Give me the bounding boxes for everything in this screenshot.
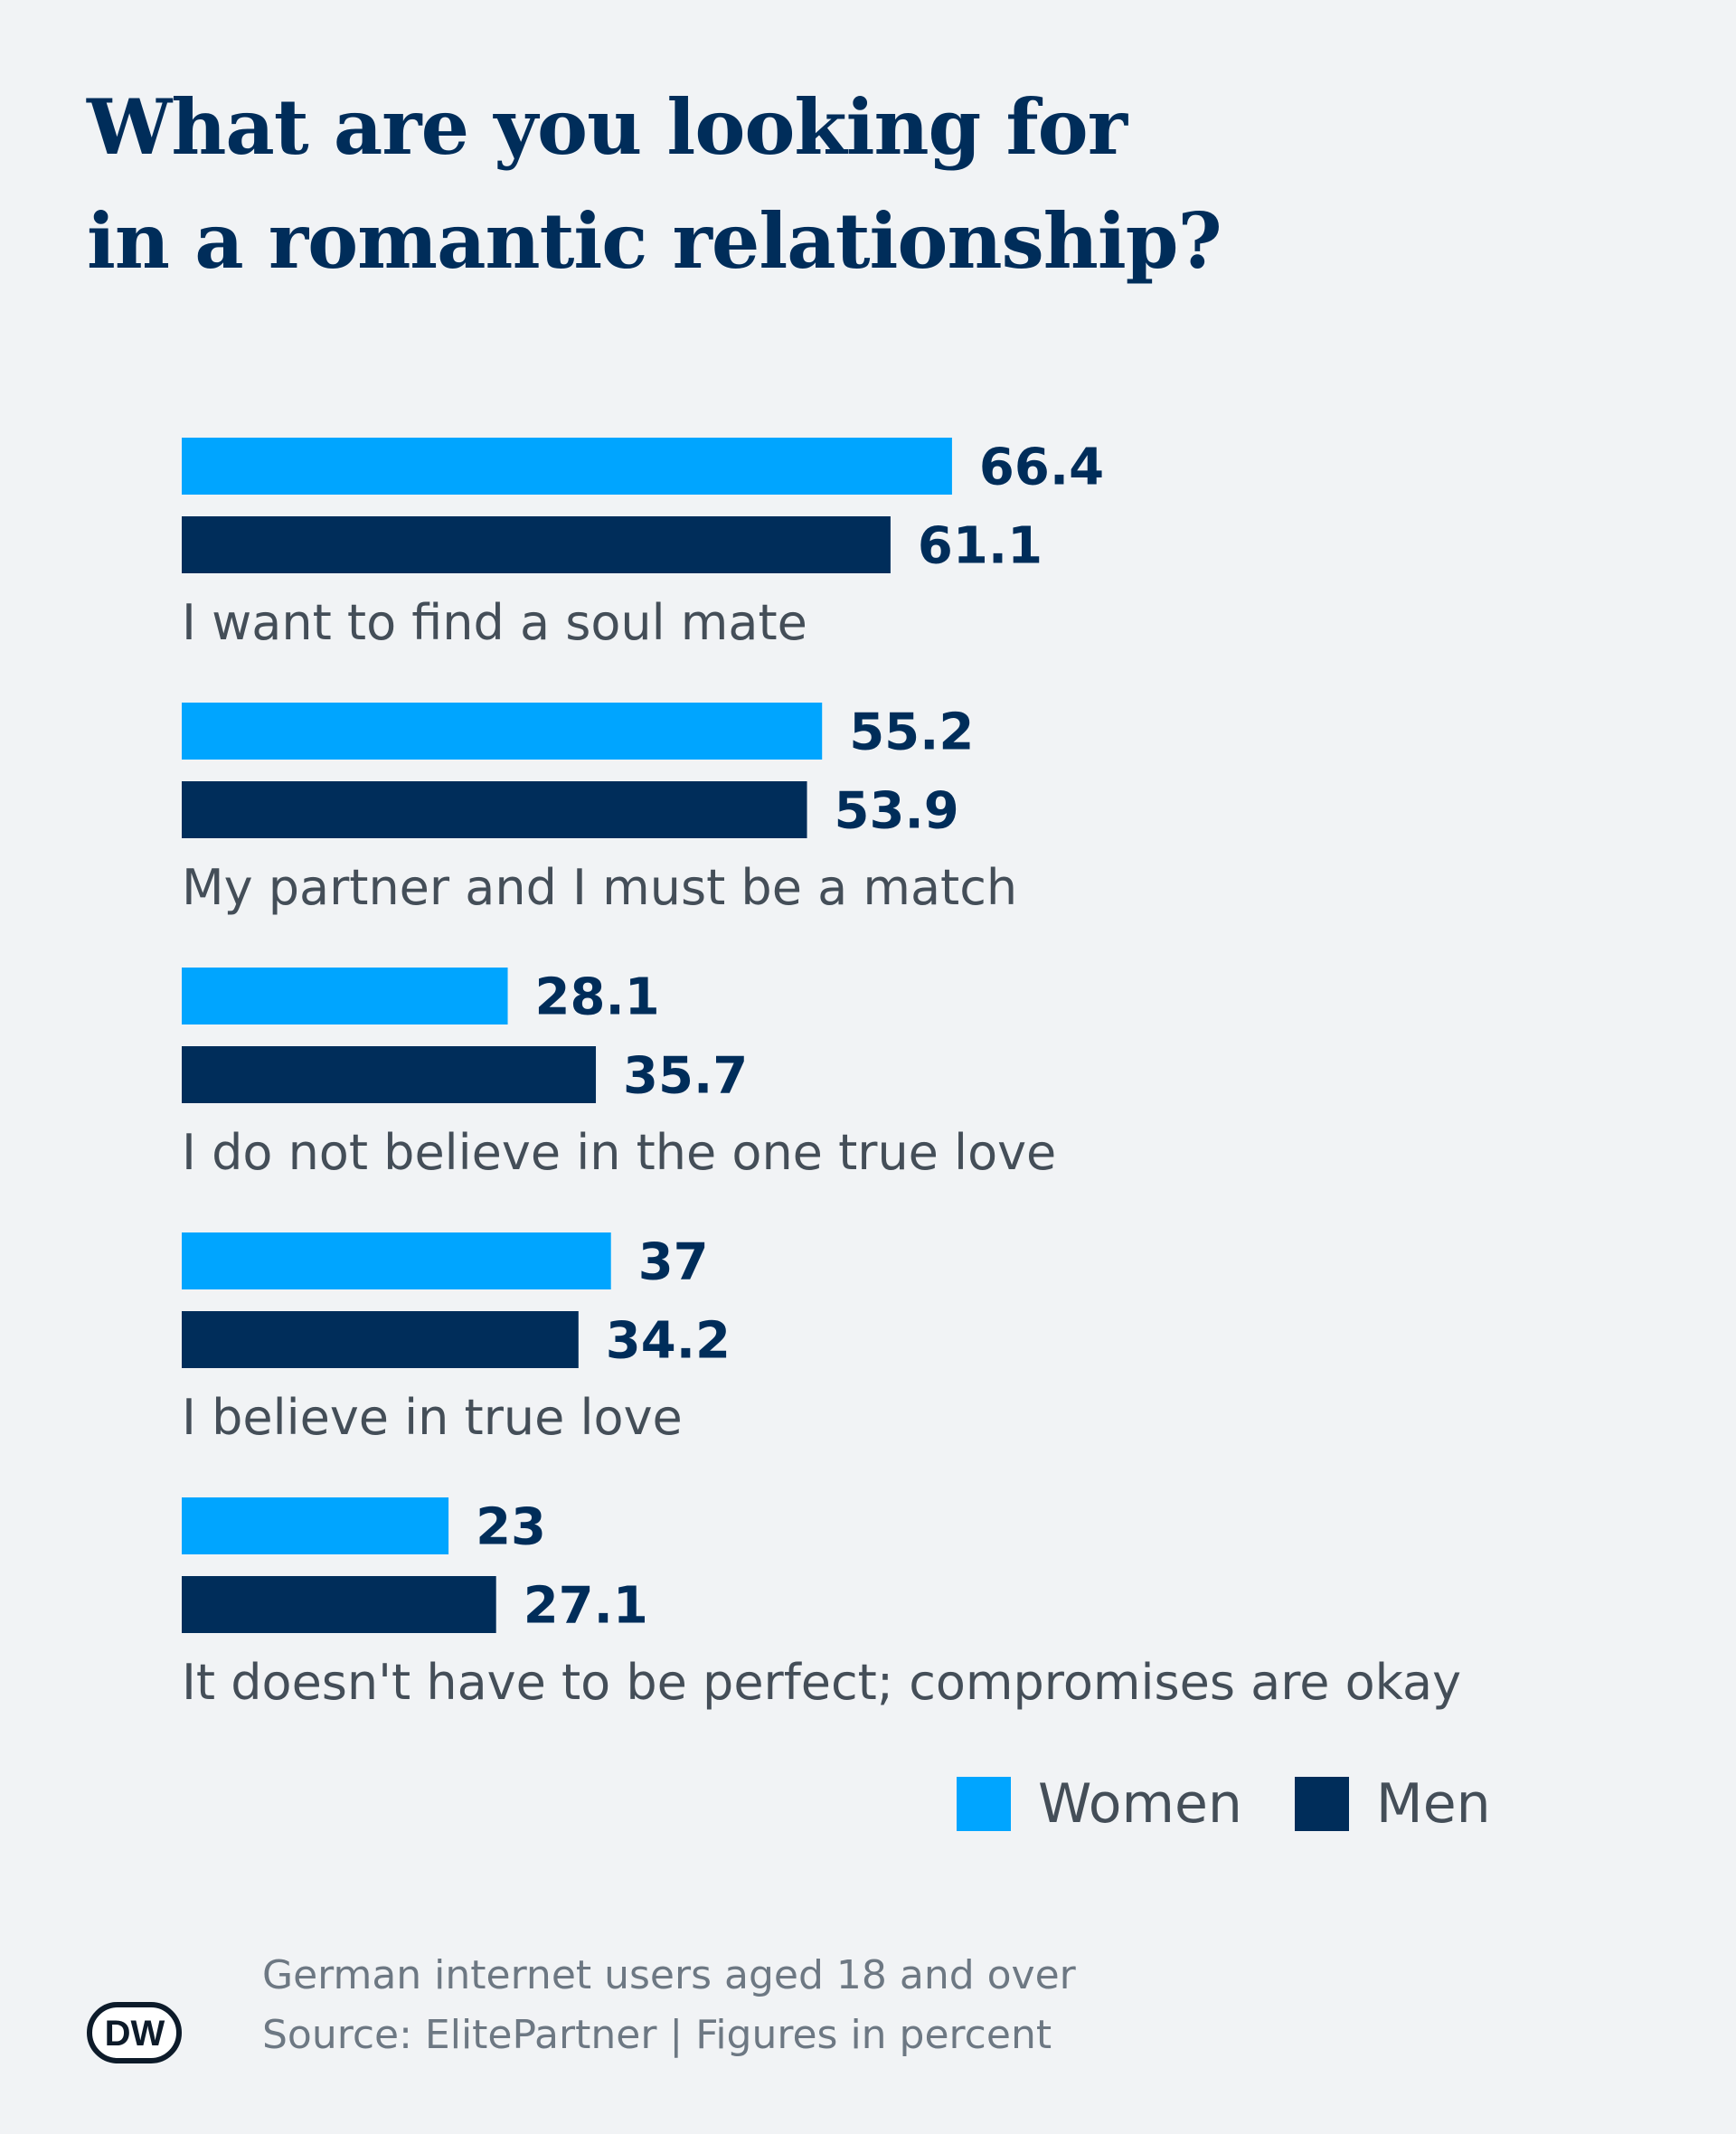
value-label-women-1: 66.4 bbox=[979, 439, 1104, 497]
bar-men-1 bbox=[182, 516, 891, 573]
category-label-2: My partner and I must be a match bbox=[182, 859, 1017, 916]
category-label-4: I believe in true love bbox=[182, 1389, 683, 1446]
bar-group-2: 55.2 53.9 My partner and I must be a match bbox=[182, 703, 1017, 916]
legend-label-men: Men bbox=[1375, 1772, 1491, 1836]
bar-men-4 bbox=[182, 1311, 579, 1368]
bar-group-1: 66.4 61.1 I want to find a soul mate bbox=[182, 438, 1104, 651]
bar-women-1 bbox=[182, 438, 952, 495]
category-label-1: I want to find a soul mate bbox=[182, 594, 807, 651]
value-label-women-3: 28.1 bbox=[535, 968, 660, 1027]
bar-women-3 bbox=[182, 968, 508, 1025]
value-label-men-5: 27.1 bbox=[524, 1577, 648, 1636]
bar-women-5 bbox=[182, 1497, 449, 1554]
bar-women-4 bbox=[182, 1232, 611, 1289]
legend-item-women: Women bbox=[957, 1772, 1242, 1836]
chart-footer: German internet users aged 18 and over S… bbox=[262, 1946, 1076, 2065]
population-note: German internet users aged 18 and over bbox=[262, 1952, 1076, 1998]
bar-chart: 66.4 61.1 I want to find a soul mate 55.2 53… bbox=[182, 438, 1461, 1711]
bar-group-5: 23 27.1 It doesn't have to be perfect; com… bbox=[182, 1497, 1461, 1711]
category-label-5: It doesn't have to be perfect; compromis… bbox=[182, 1654, 1461, 1711]
bar-men-3 bbox=[182, 1046, 597, 1103]
legend-swatch-men bbox=[1294, 1777, 1349, 1831]
dw-logo-text: DW bbox=[105, 2014, 165, 2054]
value-label-men-1: 61.1 bbox=[918, 517, 1043, 576]
dw-logo: DW bbox=[87, 2002, 182, 2063]
value-label-women-4: 37 bbox=[638, 1233, 709, 1292]
legend-swatch-women bbox=[957, 1777, 1011, 1831]
source-note: Source: ElitePartner | Figures in percen… bbox=[262, 2012, 1052, 2058]
bar-women-2 bbox=[182, 703, 823, 760]
value-label-women-2: 55.2 bbox=[849, 703, 974, 762]
bar-men-2 bbox=[182, 781, 807, 838]
bar-group-3: 28.1 35.7 I do not believe in the one true… bbox=[182, 968, 1056, 1181]
value-label-women-5: 23 bbox=[476, 1498, 546, 1557]
legend-label-women: Women bbox=[1038, 1772, 1242, 1836]
value-label-men-2: 53.9 bbox=[835, 782, 959, 841]
chart-legend: Women Men bbox=[957, 1772, 1491, 1836]
legend-item-men: Men bbox=[1294, 1772, 1491, 1836]
chart-title-line-2: in a romantic relationship? bbox=[87, 196, 1222, 286]
value-label-men-4: 34.2 bbox=[606, 1312, 731, 1371]
chart-title-line-1: What are you looking for bbox=[87, 82, 1127, 172]
bar-group-4: 37 34.2 I believe in true love bbox=[182, 1232, 731, 1446]
chart-title: What are you looking for in a romantic r… bbox=[87, 71, 1533, 298]
value-label-men-3: 35.7 bbox=[623, 1047, 748, 1106]
category-label-3: I do not believe in the one true love bbox=[182, 1124, 1056, 1181]
bar-men-5 bbox=[182, 1576, 496, 1633]
